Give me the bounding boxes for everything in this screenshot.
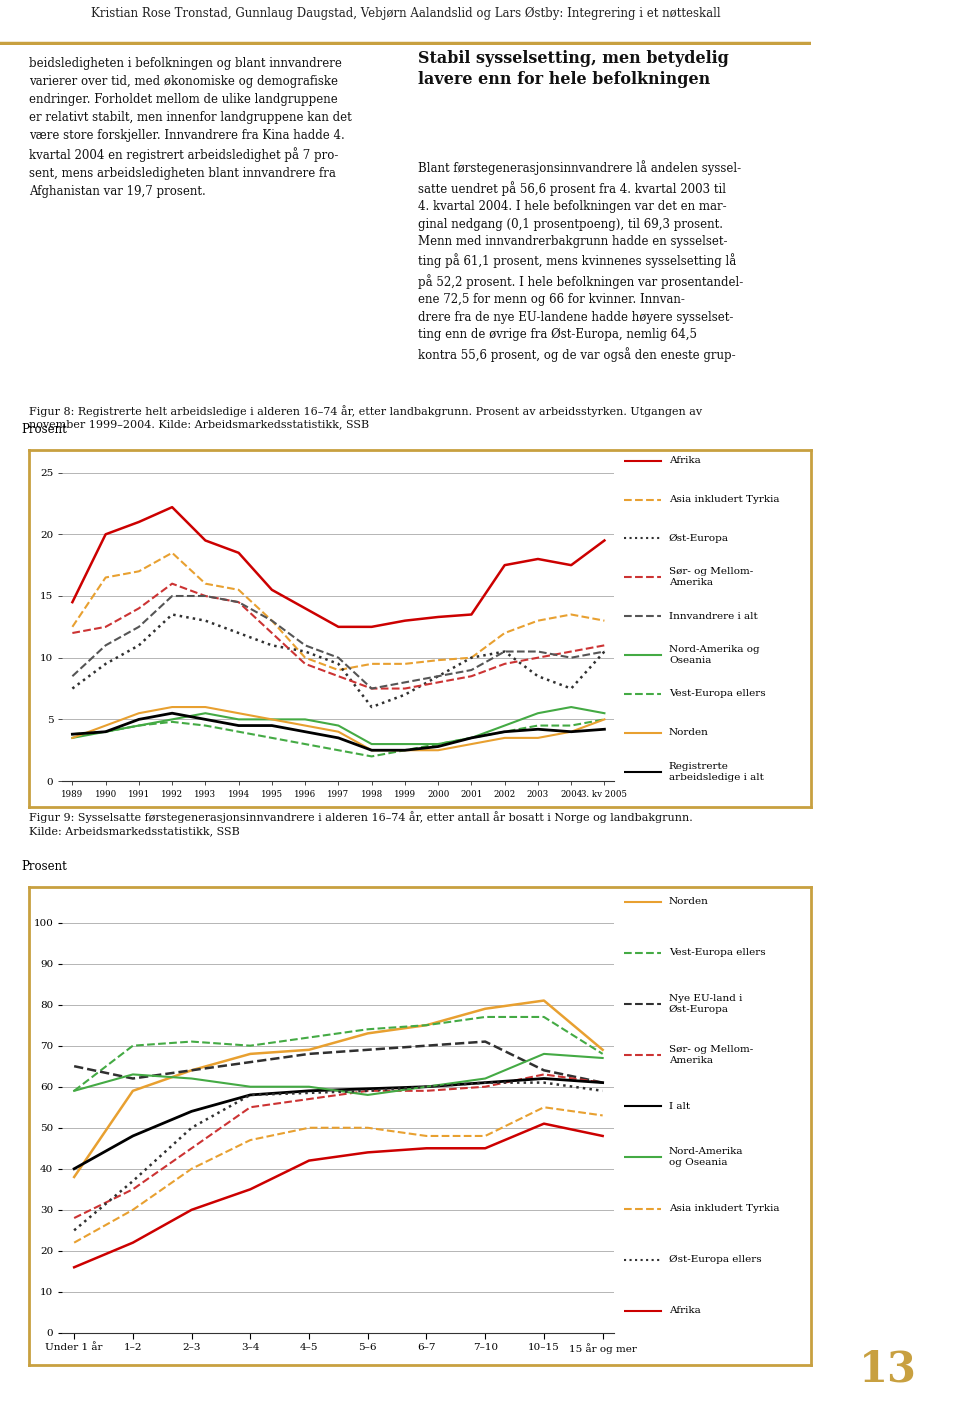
Text: Sør- og Mellom-
Amerika: Sør- og Mellom- Amerika <box>669 567 754 587</box>
Text: Registrerte
arbeidsledige i alt: Registrerte arbeidsledige i alt <box>669 761 764 781</box>
Text: Prosent: Prosent <box>21 423 67 436</box>
Text: Øst-Europa ellers: Øst-Europa ellers <box>669 1255 761 1265</box>
Text: Sør- og Mellom-
Amerika: Sør- og Mellom- Amerika <box>669 1046 754 1065</box>
Text: Nord-Amerika
og Oseania: Nord-Amerika og Oseania <box>669 1148 743 1167</box>
Text: Nye EU-land i
Øst-Europa: Nye EU-land i Øst-Europa <box>669 993 742 1015</box>
Text: Norden: Norden <box>669 897 708 906</box>
Text: Norden: Norden <box>669 729 708 737</box>
Text: 13: 13 <box>859 1348 917 1390</box>
Text: I alt: I alt <box>669 1102 690 1111</box>
Text: Asia inkludert Tyrkia: Asia inkludert Tyrkia <box>669 495 780 504</box>
Text: Vest-Europa ellers: Vest-Europa ellers <box>669 948 765 957</box>
Text: Blant førstegenerasjonsinnvandrere lå andelen syssel-
satte uendret på 56,6 pros: Blant førstegenerasjonsinnvandrere lå an… <box>418 161 743 362</box>
Text: Vest-Europa ellers: Vest-Europa ellers <box>669 689 765 699</box>
Text: Afrika: Afrika <box>669 1306 701 1316</box>
Text: Nord-Amerika og
Oseania: Nord-Amerika og Oseania <box>669 645 759 665</box>
Text: Kristian Rose Tronstad, Gunnlaug Daugstad, Vebjørn Aalandslid og Lars Østby: Int: Kristian Rose Tronstad, Gunnlaug Daugsta… <box>91 7 720 20</box>
Text: Afrika: Afrika <box>669 456 701 466</box>
Text: Asia inkludert Tyrkia: Asia inkludert Tyrkia <box>669 1204 780 1213</box>
Text: Figur 8: Registrerte helt arbeidsledige i alderen 16–74 år, etter landbakgrunn. : Figur 8: Registrerte helt arbeidsledige … <box>29 405 702 430</box>
Text: Figur 9: Sysselsatte førstegenerasjonsinnvandrere i alderen 16–74 år, etter anta: Figur 9: Sysselsatte førstegenerasjonsin… <box>29 811 692 836</box>
Text: Stabil sysselsetting, men betydelig
lavere enn for hele befolkningen: Stabil sysselsetting, men betydelig lave… <box>418 50 729 88</box>
Text: Prosent: Prosent <box>21 860 67 873</box>
Text: Øst-Europa: Øst-Europa <box>669 533 729 543</box>
Text: Innvandrere i alt: Innvandrere i alt <box>669 611 757 621</box>
Text: beidsledigheten i befolkningen og blant innvandrere
varierer over tid, med økono: beidsledigheten i befolkningen og blant … <box>29 57 351 198</box>
